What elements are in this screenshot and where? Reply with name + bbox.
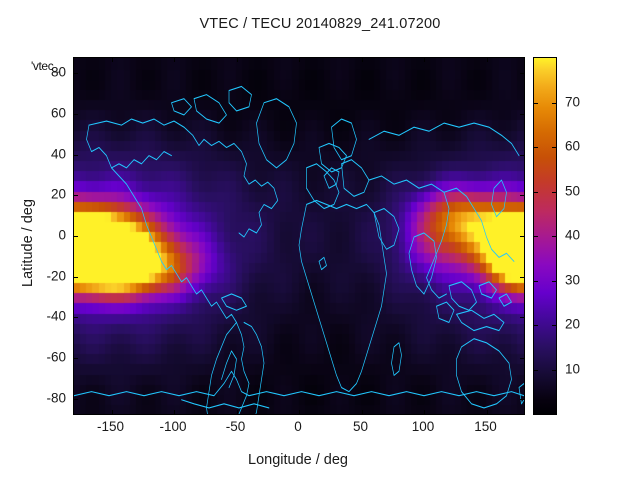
y-tick-mark — [74, 317, 78, 319]
x-tick-label: -100 — [159, 419, 187, 434]
page-title: VTEC / TECU 20140829_241.07200 — [199, 16, 441, 32]
vtec-overlay-label: 'vtec_ — [31, 59, 60, 73]
colorbar-tick-mark — [552, 236, 557, 237]
y-tick-mark — [74, 358, 78, 360]
y-axis-title: Latitude / deg — [20, 199, 36, 287]
x-axis-title: Longitude / deg — [248, 452, 348, 468]
y-tick-mark — [520, 398, 524, 400]
y-tick-mark — [74, 236, 78, 237]
x-tick-mark — [424, 410, 425, 414]
plot-axes — [73, 57, 525, 415]
x-tick-mark — [486, 58, 488, 62]
vtec-heatmap — [74, 58, 524, 414]
colorbar-tick-label: 60 — [565, 138, 581, 154]
colorbar-tick-mark — [533, 236, 538, 237]
y-tick-mark — [74, 73, 78, 75]
y-tick-label: 20 — [50, 186, 66, 202]
x-tick-label: -150 — [96, 419, 125, 434]
colorbar-tick-label: 70 — [565, 94, 581, 109]
y-tick-mark — [74, 154, 78, 156]
y-tick-label: 0 — [58, 227, 66, 243]
x-tick-mark — [361, 58, 363, 62]
colorbar-tick-mark — [552, 147, 557, 148]
colorbar-tick-label: 10 — [565, 361, 581, 376]
colorbar-tick-mark — [552, 191, 557, 193]
x-tick-mark — [299, 58, 300, 62]
y-tick-mark — [520, 276, 524, 278]
colorbar — [533, 57, 557, 415]
x-tick-mark — [361, 410, 363, 414]
colorbar-tick-mark — [533, 369, 538, 371]
x-tick-mark — [174, 58, 175, 62]
colorbar-tick-label: 50 — [565, 183, 581, 198]
y-tick-mark — [74, 398, 78, 400]
colorbar-tick-mark — [533, 325, 538, 326]
x-tick-mark — [424, 58, 425, 62]
y-tick-mark — [520, 73, 524, 75]
colorbar-tick-label: 30 — [565, 272, 581, 287]
y-tick-label: -80 — [46, 390, 66, 406]
x-tick-label: -50 — [225, 419, 246, 434]
colorbar-tick-mark — [533, 191, 538, 193]
x-tick-mark — [236, 58, 238, 62]
x-tick-label: 150 — [474, 419, 497, 434]
x-tick-label: 0 — [294, 419, 302, 434]
x-tick-mark — [486, 410, 488, 414]
colorbar-tick-mark — [552, 325, 557, 326]
x-tick-label: 100 — [411, 419, 435, 434]
y-tick-mark — [520, 236, 524, 237]
x-tick-mark — [236, 410, 238, 414]
x-tick-label: 50 — [352, 419, 369, 434]
y-tick-mark — [520, 195, 524, 197]
colorbar-tick-mark — [552, 280, 557, 282]
y-tick-mark — [520, 358, 524, 360]
y-tick-mark — [520, 154, 524, 156]
y-tick-label: 80 — [50, 64, 66, 80]
y-tick-mark — [520, 113, 524, 115]
y-tick-label: 40 — [50, 146, 66, 162]
colorbar-tick-label: 20 — [565, 316, 581, 332]
x-tick-mark — [111, 410, 113, 414]
colorbar-tick-label: 40 — [565, 227, 581, 243]
y-tick-label: -40 — [46, 308, 66, 324]
colorbar-tick-mark — [533, 102, 538, 104]
y-tick-mark — [74, 113, 78, 115]
x-tick-mark — [174, 410, 175, 414]
y-tick-label: -20 — [46, 268, 66, 284]
colorbar-tick-mark — [533, 147, 538, 148]
coastline-overlay — [74, 85, 524, 414]
colorbar-tick-mark — [533, 280, 538, 282]
y-tick-mark — [74, 276, 78, 278]
y-tick-mark — [74, 195, 78, 197]
x-tick-mark — [299, 410, 300, 414]
colorbar-tick-mark — [552, 369, 557, 371]
colorbar-tick-mark — [552, 102, 557, 104]
y-tick-mark — [520, 317, 524, 319]
y-tick-label: -60 — [46, 349, 66, 365]
x-tick-mark — [111, 58, 113, 62]
y-tick-label: 60 — [50, 105, 66, 121]
